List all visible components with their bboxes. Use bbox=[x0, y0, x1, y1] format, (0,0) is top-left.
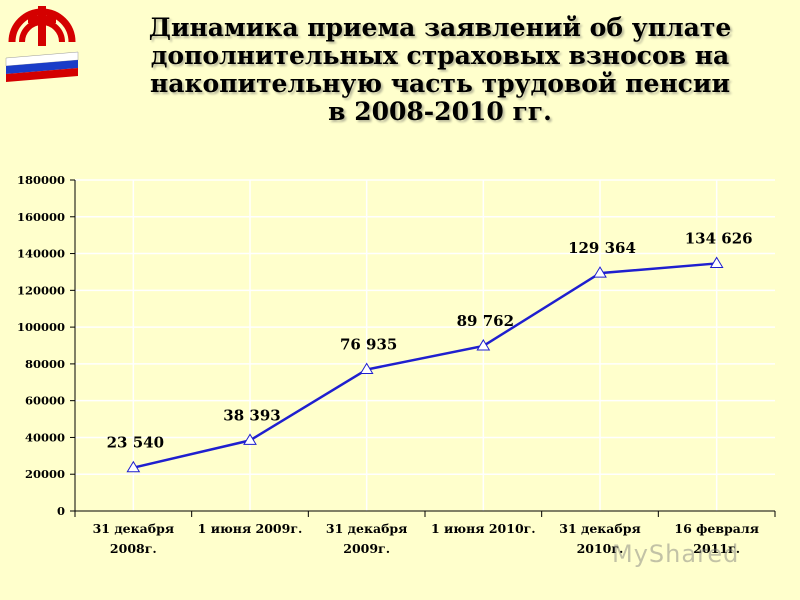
x-tick-label: 31 декабря 2009г. bbox=[326, 521, 407, 556]
x-tick-label: 16 февраля 2011г. bbox=[674, 521, 759, 556]
y-tick-label: 160000 bbox=[17, 210, 65, 224]
data-label: 23 540 bbox=[107, 434, 164, 452]
data-point bbox=[243, 433, 257, 445]
title-line-1: Динамика приема заявлений об уплате bbox=[148, 13, 732, 42]
y-tick-label: 140000 bbox=[17, 247, 65, 261]
x-tick-label: 1 июня 2009г. bbox=[198, 521, 303, 536]
title-line-2: дополнительных страховых взносов на bbox=[150, 41, 730, 70]
data-label: 89 762 bbox=[457, 312, 514, 330]
data-label: 134 626 bbox=[685, 229, 753, 247]
x-tick-label: 1 июня 2010г. bbox=[431, 521, 536, 536]
chart-title: Динамика приема заявлений об уплате допо… bbox=[110, 14, 770, 126]
y-tick-label: 60000 bbox=[25, 394, 65, 408]
y-tick-label: 100000 bbox=[17, 320, 65, 334]
data-point bbox=[709, 256, 724, 268]
data-label: 129 364 bbox=[568, 239, 636, 257]
data-label: 76 935 bbox=[340, 336, 397, 354]
y-tick-label: 0 bbox=[57, 504, 65, 518]
y-tick-label: 20000 bbox=[25, 467, 65, 481]
x-tick-label: 31 декабря 2010г. bbox=[559, 521, 640, 556]
data-point bbox=[126, 460, 141, 473]
title-line-4: в 2008-2010 гг. bbox=[328, 97, 552, 126]
watermark: MyShared bbox=[612, 540, 740, 568]
data-point bbox=[593, 266, 607, 278]
y-tick-label: 180000 bbox=[17, 173, 65, 187]
x-tick-label: 31 декабря 2008г. bbox=[93, 521, 174, 556]
data-point bbox=[359, 362, 374, 375]
series-line bbox=[133, 262, 717, 469]
title-line-3: накопительную часть трудовой пенсии bbox=[150, 69, 730, 98]
pfr-logo bbox=[5, 6, 79, 82]
y-tick-label: 120000 bbox=[17, 283, 65, 297]
data-point bbox=[476, 338, 491, 351]
y-tick-label: 40000 bbox=[25, 430, 65, 444]
data-label: 38 393 bbox=[223, 406, 280, 424]
y-tick-label: 80000 bbox=[25, 357, 65, 371]
